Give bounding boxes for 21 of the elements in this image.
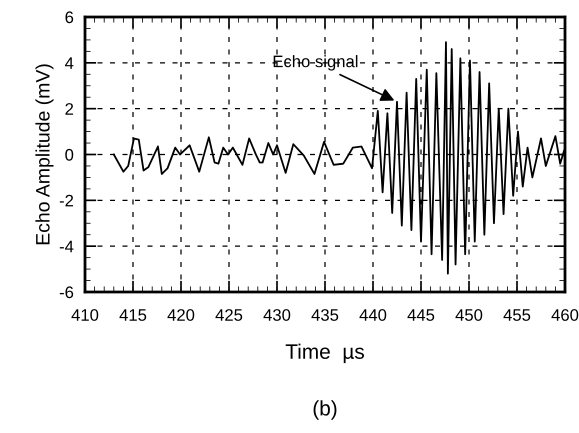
y-tick-label: -4 xyxy=(60,240,74,252)
x-tick-label: 445 xyxy=(407,309,434,321)
x-tick-label: 420 xyxy=(167,309,194,321)
x-tick-label: 435 xyxy=(311,309,338,321)
x-tick-label: 415 xyxy=(119,309,146,321)
x-axis-title: Time µs xyxy=(286,344,364,364)
y-tick-label: -6 xyxy=(60,286,74,298)
text: (b) xyxy=(314,400,336,420)
x-tick-label: 430 xyxy=(263,309,290,321)
y-tick-label: -2 xyxy=(60,194,74,206)
y-tick-label: 6 xyxy=(65,11,74,24)
x-tick-label: 410 xyxy=(71,309,98,321)
y-axis-title: Echo Amplitude (mV) xyxy=(35,64,54,244)
y-tick-label: 4 xyxy=(65,57,74,69)
x-tick-label: 440 xyxy=(359,309,386,321)
x-tick-label: 455 xyxy=(503,309,530,321)
y-tick-label: 0 xyxy=(65,148,74,161)
x-tick-label: 460 xyxy=(551,309,578,321)
y-tick-label: 2 xyxy=(65,103,74,115)
x-tick-label: 425 xyxy=(215,309,242,321)
x-tick-label: 450 xyxy=(455,309,482,321)
